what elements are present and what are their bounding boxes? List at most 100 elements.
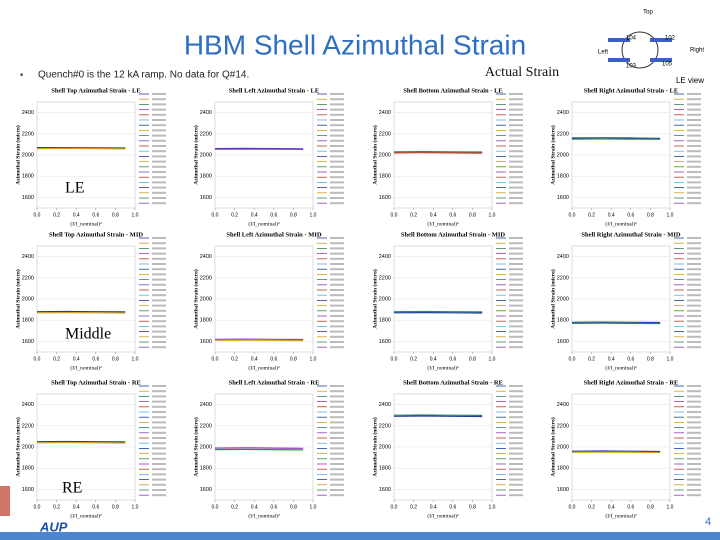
legend-text-placeholder <box>687 442 701 445</box>
legend-text-placeholder <box>509 304 523 307</box>
x-tick-label: 0.8 <box>290 212 297 218</box>
legend-text-placeholder <box>330 273 344 276</box>
x-tick-label: 0.0 <box>569 212 576 218</box>
x-tick-label: 0.2 <box>588 356 595 362</box>
legend-text-placeholder <box>687 273 701 276</box>
x-tick-label: 0.0 <box>212 356 219 362</box>
y-tick-label: 1600 <box>557 487 569 493</box>
x-tick-label: 0.2 <box>410 356 417 362</box>
x-tick-label: 0.6 <box>449 504 456 510</box>
x-tick-label: 0.6 <box>270 212 277 218</box>
legend-text-placeholder <box>330 400 344 403</box>
legend-text-placeholder <box>509 108 523 111</box>
x-tick-label: 0.2 <box>231 356 238 362</box>
legend-text-placeholder <box>687 346 701 349</box>
legend-text-placeholder <box>509 145 523 147</box>
y-tick-label: 2000 <box>379 444 391 450</box>
legend-text-placeholder <box>330 330 344 333</box>
legend-text-placeholder <box>509 447 523 450</box>
legend-text-placeholder <box>687 468 701 471</box>
legend-text-placeholder <box>152 171 166 173</box>
x-tick-label: 0.8 <box>290 504 297 510</box>
legend-text-placeholder <box>509 202 523 205</box>
y-tick-label: 1600 <box>22 195 34 201</box>
chart: Shell Bottom Azimuthal Strain - RE 1600 18… <box>371 379 523 519</box>
y-tick-label: 2200 <box>557 423 569 429</box>
legend-text-placeholder <box>687 283 701 286</box>
legend-text-placeholder <box>687 186 701 189</box>
legend-text-placeholder <box>687 411 701 413</box>
y-tick-label: 2400 <box>379 254 391 260</box>
legend-text-placeholder <box>152 268 166 271</box>
x-tick-label: 0.4 <box>73 504 80 510</box>
y-tick-label: 1800 <box>557 466 569 472</box>
x-axis-label: (I/I_nominal)² <box>605 364 637 371</box>
x-axis-label: (I/I_nominal)² <box>70 364 102 371</box>
x-axis-label: (I/I_nominal)² <box>605 220 637 227</box>
legend-text-placeholder <box>152 494 166 497</box>
y-tick-label: 2200 <box>557 131 569 137</box>
y-tick-label: 1600 <box>200 339 212 345</box>
legend-text-placeholder <box>152 289 166 291</box>
legend-text-placeholder <box>509 411 523 413</box>
legend-text-placeholder <box>330 155 344 158</box>
x-tick-label: 0.6 <box>92 504 99 510</box>
legend-text-placeholder <box>152 247 166 250</box>
legend-text-placeholder <box>687 202 701 205</box>
legend-text-placeholder <box>509 283 523 286</box>
legend-text-placeholder <box>509 191 523 194</box>
legend-text-placeholder <box>152 181 166 184</box>
legend-text-placeholder <box>509 473 523 476</box>
x-tick-label: 0.2 <box>588 212 595 218</box>
y-tick-label: 1600 <box>379 195 391 201</box>
y-axis-label: Azimuthal Strain (micro) <box>14 269 21 329</box>
y-tick-label: 2000 <box>379 296 391 302</box>
legend-text-placeholder <box>509 150 523 153</box>
legend-text-placeholder <box>687 299 701 302</box>
legend-text-placeholder <box>687 400 701 403</box>
legend-text-placeholder <box>687 494 701 497</box>
legend-text-placeholder <box>330 478 344 481</box>
chart: Shell Bottom Azimuthal Strain - MID 1600 1… <box>371 231 523 371</box>
y-axis-label: Azimuthal Strain (micro) <box>192 125 199 185</box>
legend-text-placeholder <box>152 176 166 179</box>
legend-text-placeholder <box>152 437 166 439</box>
x-tick-label: 0.0 <box>391 356 398 362</box>
x-tick-label: 0.6 <box>627 356 634 362</box>
x-tick-label: 0.8 <box>112 356 119 362</box>
chart: Shell Right Azimuthal Strain - LE 1600 180… <box>549 87 701 227</box>
legend-text-placeholder <box>330 242 344 245</box>
legend-text-placeholder <box>152 145 166 147</box>
chart: Shell Left Azimuthal Strain - LE 1600 1800… <box>192 87 344 227</box>
legend-text-placeholder <box>330 315 344 317</box>
y-axis-label: Azimuthal Strain (micro) <box>371 125 378 185</box>
legend-text-placeholder <box>330 437 344 439</box>
x-tick-label: 1.0 <box>667 356 674 362</box>
legend-text-placeholder <box>330 139 344 142</box>
x-tick-label: 0.8 <box>112 212 119 218</box>
legend-text-placeholder <box>330 457 344 460</box>
x-axis-label: (I/I_nominal)² <box>427 512 459 519</box>
y-tick-label: 2000 <box>22 152 34 158</box>
chart: Shell Left Azimuthal Strain - MID 1600 180… <box>192 231 344 371</box>
y-tick-label: 2400 <box>22 110 34 116</box>
y-tick-label: 1600 <box>379 339 391 345</box>
chart-title: Shell Top Azimuthal Strain - LE <box>51 87 140 94</box>
x-tick-label: 0.0 <box>391 504 398 510</box>
x-tick-label: 0.6 <box>92 356 99 362</box>
legend-text-placeholder <box>152 103 166 106</box>
logo: AUP <box>39 519 68 534</box>
y-axis-label: Azimuthal Strain (micro) <box>14 125 21 185</box>
x-tick-label: 0.4 <box>430 212 437 218</box>
legend-text-placeholder <box>687 457 701 460</box>
legend-text-placeholder <box>509 416 523 419</box>
y-tick-label: 2400 <box>557 254 569 260</box>
y-tick-label: 2000 <box>200 444 212 450</box>
legend-text-placeholder <box>330 103 344 106</box>
legend-text-placeholder <box>509 494 523 497</box>
legend-text-placeholder <box>509 268 523 271</box>
x-tick-label: 1.0 <box>310 212 317 218</box>
legend-text-placeholder <box>687 263 701 265</box>
legend-text-placeholder <box>152 237 166 239</box>
x-axis-label: (I/I_nominal)² <box>427 364 459 371</box>
